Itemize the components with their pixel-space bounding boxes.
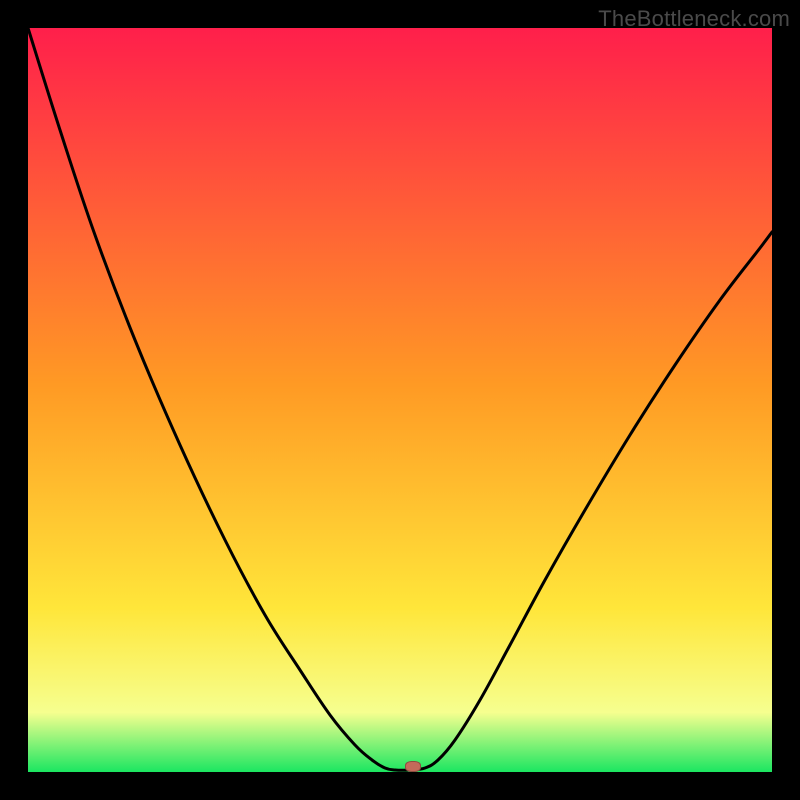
watermark-text: TheBottleneck.com xyxy=(598,6,790,32)
optimum-marker xyxy=(405,761,421,772)
bottleneck-curve xyxy=(0,0,800,800)
chart-frame: TheBottleneck.com xyxy=(0,0,800,800)
